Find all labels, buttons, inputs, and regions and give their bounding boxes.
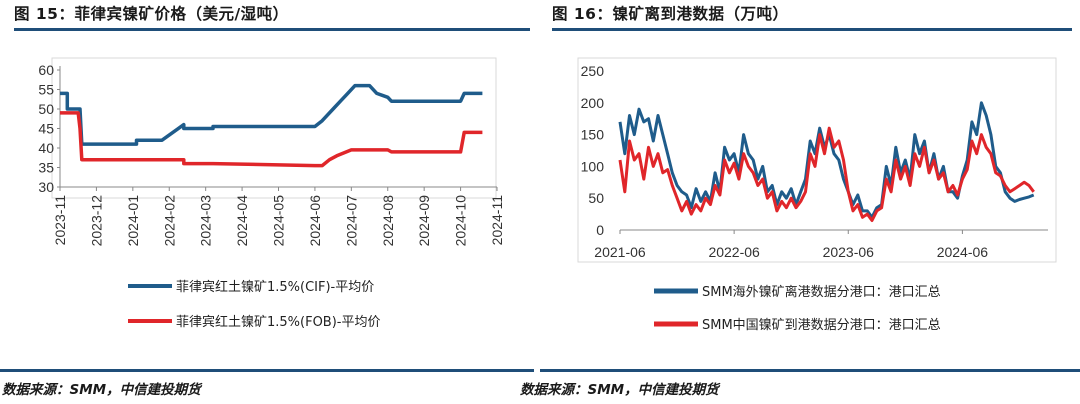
y-tick-label: 60: [38, 62, 54, 78]
y-tick-label: 35: [38, 160, 54, 176]
legend-label: SMM中国镍矿到港数据分港口：港口汇总: [702, 318, 941, 333]
x-tick-label: 2024-10: [453, 195, 469, 247]
y-tick-label: 50: [588, 190, 604, 206]
x-tick-label: 2021-06: [594, 244, 646, 260]
x-tick-label: 2024-11: [489, 195, 505, 246]
y-tick-label: 30: [38, 179, 54, 195]
series-line-2: [618, 126, 1035, 222]
source-note: 数据来源：SMM，中信建投期货: [520, 382, 719, 398]
series-line-1: [618, 101, 1035, 219]
x-tick-label: 2022-06: [708, 244, 760, 260]
x-tick-label: 2024-09: [416, 195, 432, 247]
legend-label: 菲律宾红土镍矿1.5%(FOB)-平均价: [176, 314, 381, 330]
legend-label: SMM海外镍矿离港数据分港口：港口汇总: [702, 284, 941, 300]
title-rule: [552, 28, 1072, 31]
price-chart: 30 35 40 45 50 55 60 2023-11 2023-12 2024-01 2024-…: [38, 57, 505, 330]
x-tick-label: 2024-03: [198, 195, 214, 247]
x-tick-label: 2024-06: [307, 195, 323, 247]
plot-frame: [577, 57, 1057, 263]
y-tick-label: 55: [38, 82, 54, 98]
x-tick-label: 2024-08: [380, 195, 396, 247]
x-tick-label: 2024-04: [234, 195, 250, 247]
y-tick-label: 40: [38, 140, 54, 156]
x-tick-label: 2023-11: [52, 195, 68, 246]
y-tick-label: 100: [581, 158, 605, 174]
y-tick-label: 0: [596, 222, 604, 238]
y-tick-label: 200: [581, 95, 605, 111]
x-tick-label: 2023-12: [88, 195, 104, 247]
series-line-1: [60, 83, 483, 146]
x-tick-label: 2024-05: [271, 195, 287, 247]
y-tick-label: 150: [581, 127, 605, 143]
x-tick-label: 2023-06: [823, 244, 875, 260]
title-rule: [14, 28, 530, 31]
source-rule: [540, 369, 1080, 372]
y-tick-label: 50: [38, 101, 54, 117]
figure-title: 图 15：菲律宾镍矿价格（美元/湿吨）: [14, 5, 289, 23]
x-tick-label: 2024-06: [937, 244, 989, 260]
left-figure: 图 15：菲律宾镍矿价格（美元/湿吨） 30 35 40 45 50 55 60 2023-1…: [0, 5, 534, 398]
y-tick-label: 45: [38, 121, 54, 137]
source-note: 数据来源：SMM，中信建投期货: [2, 382, 201, 398]
y-tick-label: 250: [581, 63, 605, 79]
source-rule: [0, 369, 534, 372]
legend-label: 菲律宾红土镍矿1.5%(CIF)-平均价: [176, 279, 374, 295]
x-tick-label: 2024-07: [343, 195, 359, 247]
port-volume-chart: 0 50 100 150 200 250 2021-06 2022-06 2023-06 2024…: [577, 57, 1057, 333]
right-figure: 图 16：镍矿离到港数据（万吨） 0 50 100 150 200 250 2021-06 2…: [520, 0, 1080, 404]
figure-title: 图 16：镍矿离到港数据（万吨）: [552, 5, 789, 23]
x-tick-label: 2024-01: [125, 195, 141, 247]
series-line-2: [60, 111, 483, 168]
plot-frame: [51, 57, 497, 199]
x-tick-label: 2024-02: [161, 195, 177, 247]
